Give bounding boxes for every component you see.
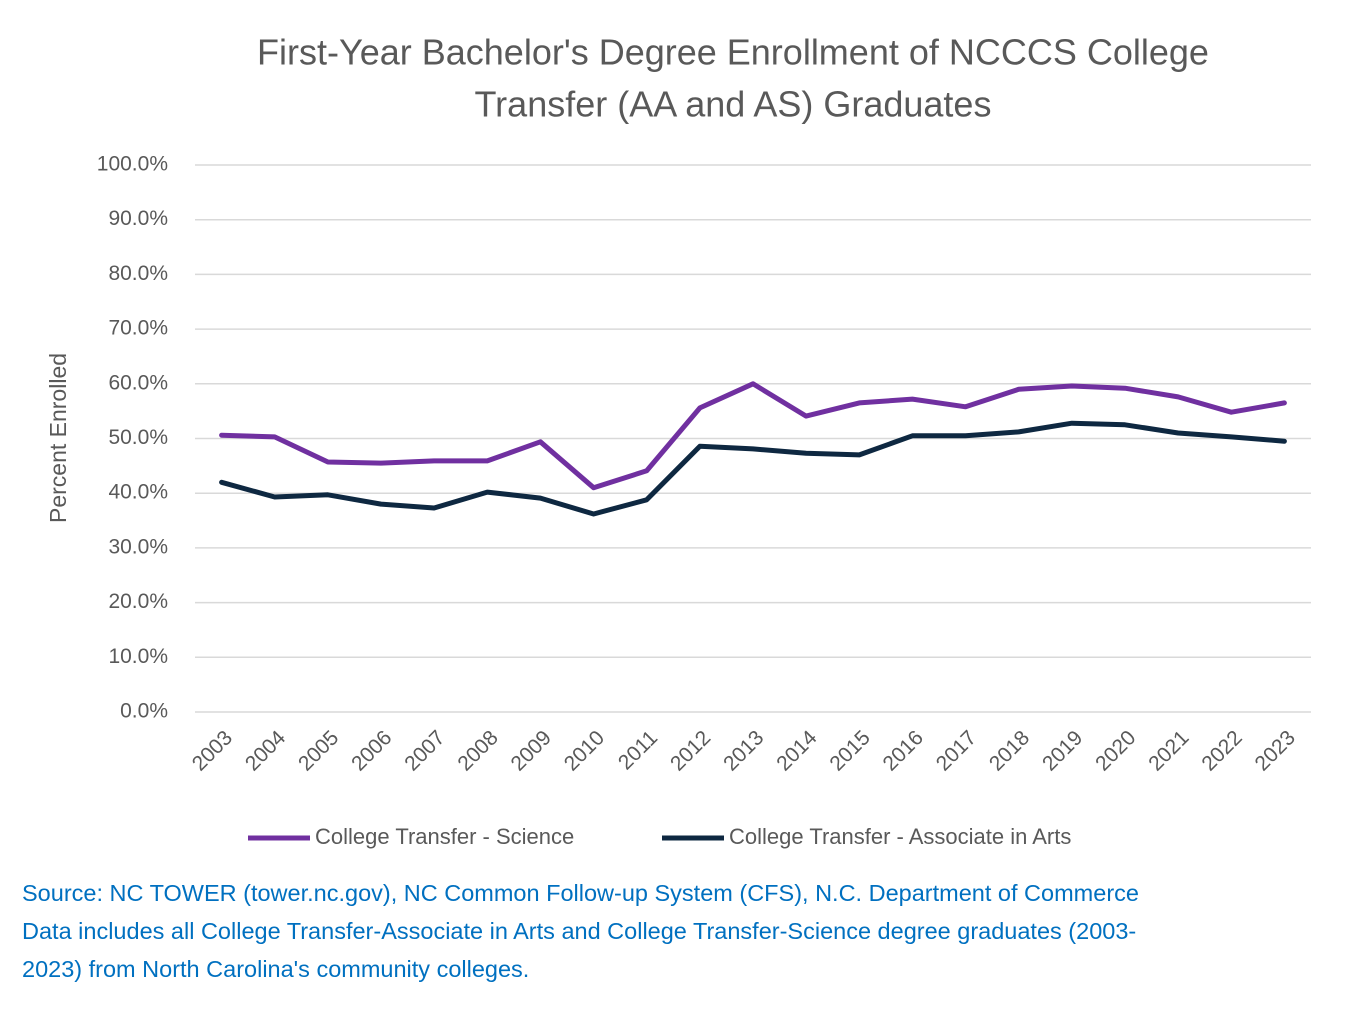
y-tick-label: 30.0% <box>108 535 168 558</box>
x-tick-label: 2003 <box>188 726 237 775</box>
x-tick-label: 2019 <box>1038 726 1087 775</box>
chart-title: Transfer (AA and AS) Graduates <box>475 84 992 125</box>
data-line <box>219 420 1287 517</box>
source-note: Data includes all College Transfer-Assoc… <box>22 918 1136 944</box>
data-line <box>219 381 1287 491</box>
x-tick-label: 2010 <box>560 726 609 775</box>
x-tick-label: 2022 <box>1197 726 1246 775</box>
x-tick-label: 2023 <box>1251 726 1300 775</box>
y-tick-label: 60.0% <box>108 371 168 394</box>
y-tick-label: 70.0% <box>108 317 168 340</box>
x-tick-label: 2015 <box>825 726 874 775</box>
y-tick-label: 0.0% <box>120 700 168 723</box>
x-tick-label: 2013 <box>719 726 768 775</box>
x-tick-label: 2008 <box>453 726 502 775</box>
x-tick-label: 2016 <box>879 726 928 775</box>
source-note: Source: NC TOWER (tower.nc.gov), NC Comm… <box>22 880 1139 906</box>
x-tick-label: 2005 <box>294 726 343 775</box>
x-tick-label: 2014 <box>772 726 822 776</box>
x-tick-label: 2020 <box>1091 726 1140 775</box>
y-tick-label: 100.0% <box>97 153 168 176</box>
x-tick-label: 2018 <box>985 726 1034 775</box>
x-tick-label: 2017 <box>932 726 981 775</box>
x-tick-label: 2007 <box>400 726 449 775</box>
y-axis-title: Percent Enrolled <box>45 353 71 523</box>
legend-label: College Transfer - Science <box>315 824 574 849</box>
y-tick-label: 50.0% <box>108 426 168 449</box>
legend-label: College Transfer - Associate in Arts <box>729 824 1071 849</box>
y-tick-label: 40.0% <box>108 481 168 504</box>
y-tick-label: 80.0% <box>108 262 168 285</box>
y-tick-label: 10.0% <box>108 645 168 668</box>
chart-title: First-Year Bachelor's Degree Enrollment … <box>257 32 1209 73</box>
x-tick-label: 2012 <box>666 726 715 775</box>
x-tick-label: 2006 <box>347 726 396 775</box>
source-note: 2023) from North Carolina's community co… <box>22 956 529 982</box>
x-tick-label: 2004 <box>241 726 291 776</box>
x-tick-label: 2011 <box>614 726 662 774</box>
x-tick-label: 2009 <box>507 726 556 775</box>
y-tick-label: 20.0% <box>108 590 168 613</box>
x-tick-label: 2021 <box>1144 726 1193 775</box>
y-tick-label: 90.0% <box>108 207 168 230</box>
